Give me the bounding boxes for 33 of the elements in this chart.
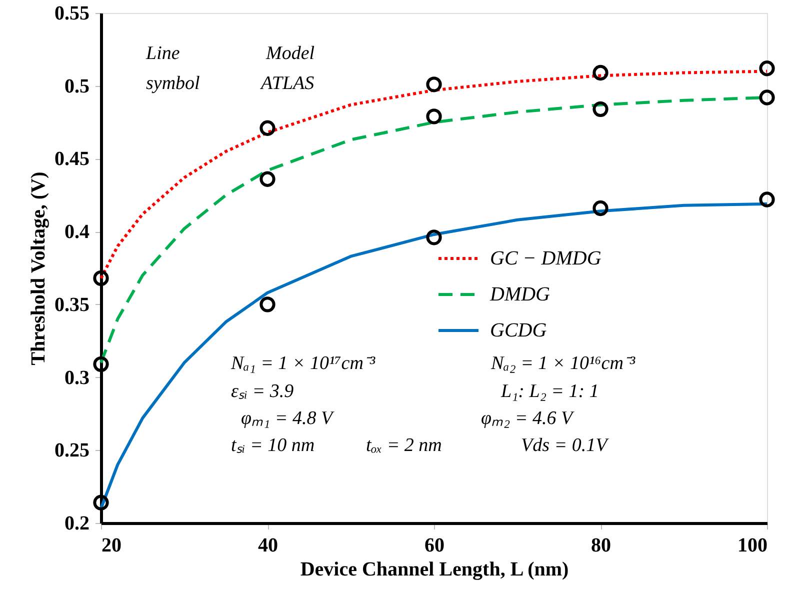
legend-label: DMDG (489, 284, 551, 306)
y-tick-label: 0.45 (54, 148, 90, 170)
x-tick-label: 60 (424, 534, 444, 556)
x-tick-label: 80 (591, 534, 611, 556)
y-tick-label: 0.35 (54, 294, 90, 316)
annotation: Model (265, 43, 315, 64)
line-series (100, 202, 768, 510)
legend-label: GCDG (490, 320, 548, 342)
line-series (100, 70, 768, 280)
annotation: ATLAS (259, 73, 315, 94)
x-axis-title: Device Channel Length, L (nm) (300, 558, 569, 580)
y-tick-label: 0.2 (64, 512, 90, 534)
x-tick-label: 20 (102, 534, 122, 556)
annotation: εₛᵢ = 3.9 (231, 381, 294, 402)
annotation: φₘ₂ = 4.6 V (481, 408, 575, 429)
y-tick-label: 0.25 (54, 440, 90, 462)
y-axis-title: Threshold Voltage, (V) (28, 172, 50, 366)
x-tick-label: 100 (738, 534, 768, 556)
legend-label: GC − DMDG (490, 248, 602, 270)
x-tick-label: 40 (258, 534, 278, 556)
y-tick-label: 0.4 (64, 221, 90, 244)
y-tick-label: 0.55 (54, 2, 90, 24)
annotation: Vds = 0.1V (521, 435, 610, 456)
annotation: symbol (146, 73, 200, 94)
annotation: L₁: L₂ = 1: 1 (500, 381, 599, 402)
annotation: Nₐ₂ = 1 × 10¹⁶cm⁻³ (490, 353, 636, 374)
annotation: Nₐ₁ = 1 × 10¹⁷cm⁻³ (230, 353, 376, 374)
annotation: tₛᵢ = 10 nm (231, 435, 315, 456)
annotation: tₒₓ = 2 nm (366, 435, 442, 456)
annotation: φₘ₁ = 4.8 V (241, 408, 335, 429)
annotation: Line (145, 43, 180, 64)
y-tick-label: 0.3 (64, 366, 90, 389)
y-tick-label: 0.5 (64, 75, 90, 98)
